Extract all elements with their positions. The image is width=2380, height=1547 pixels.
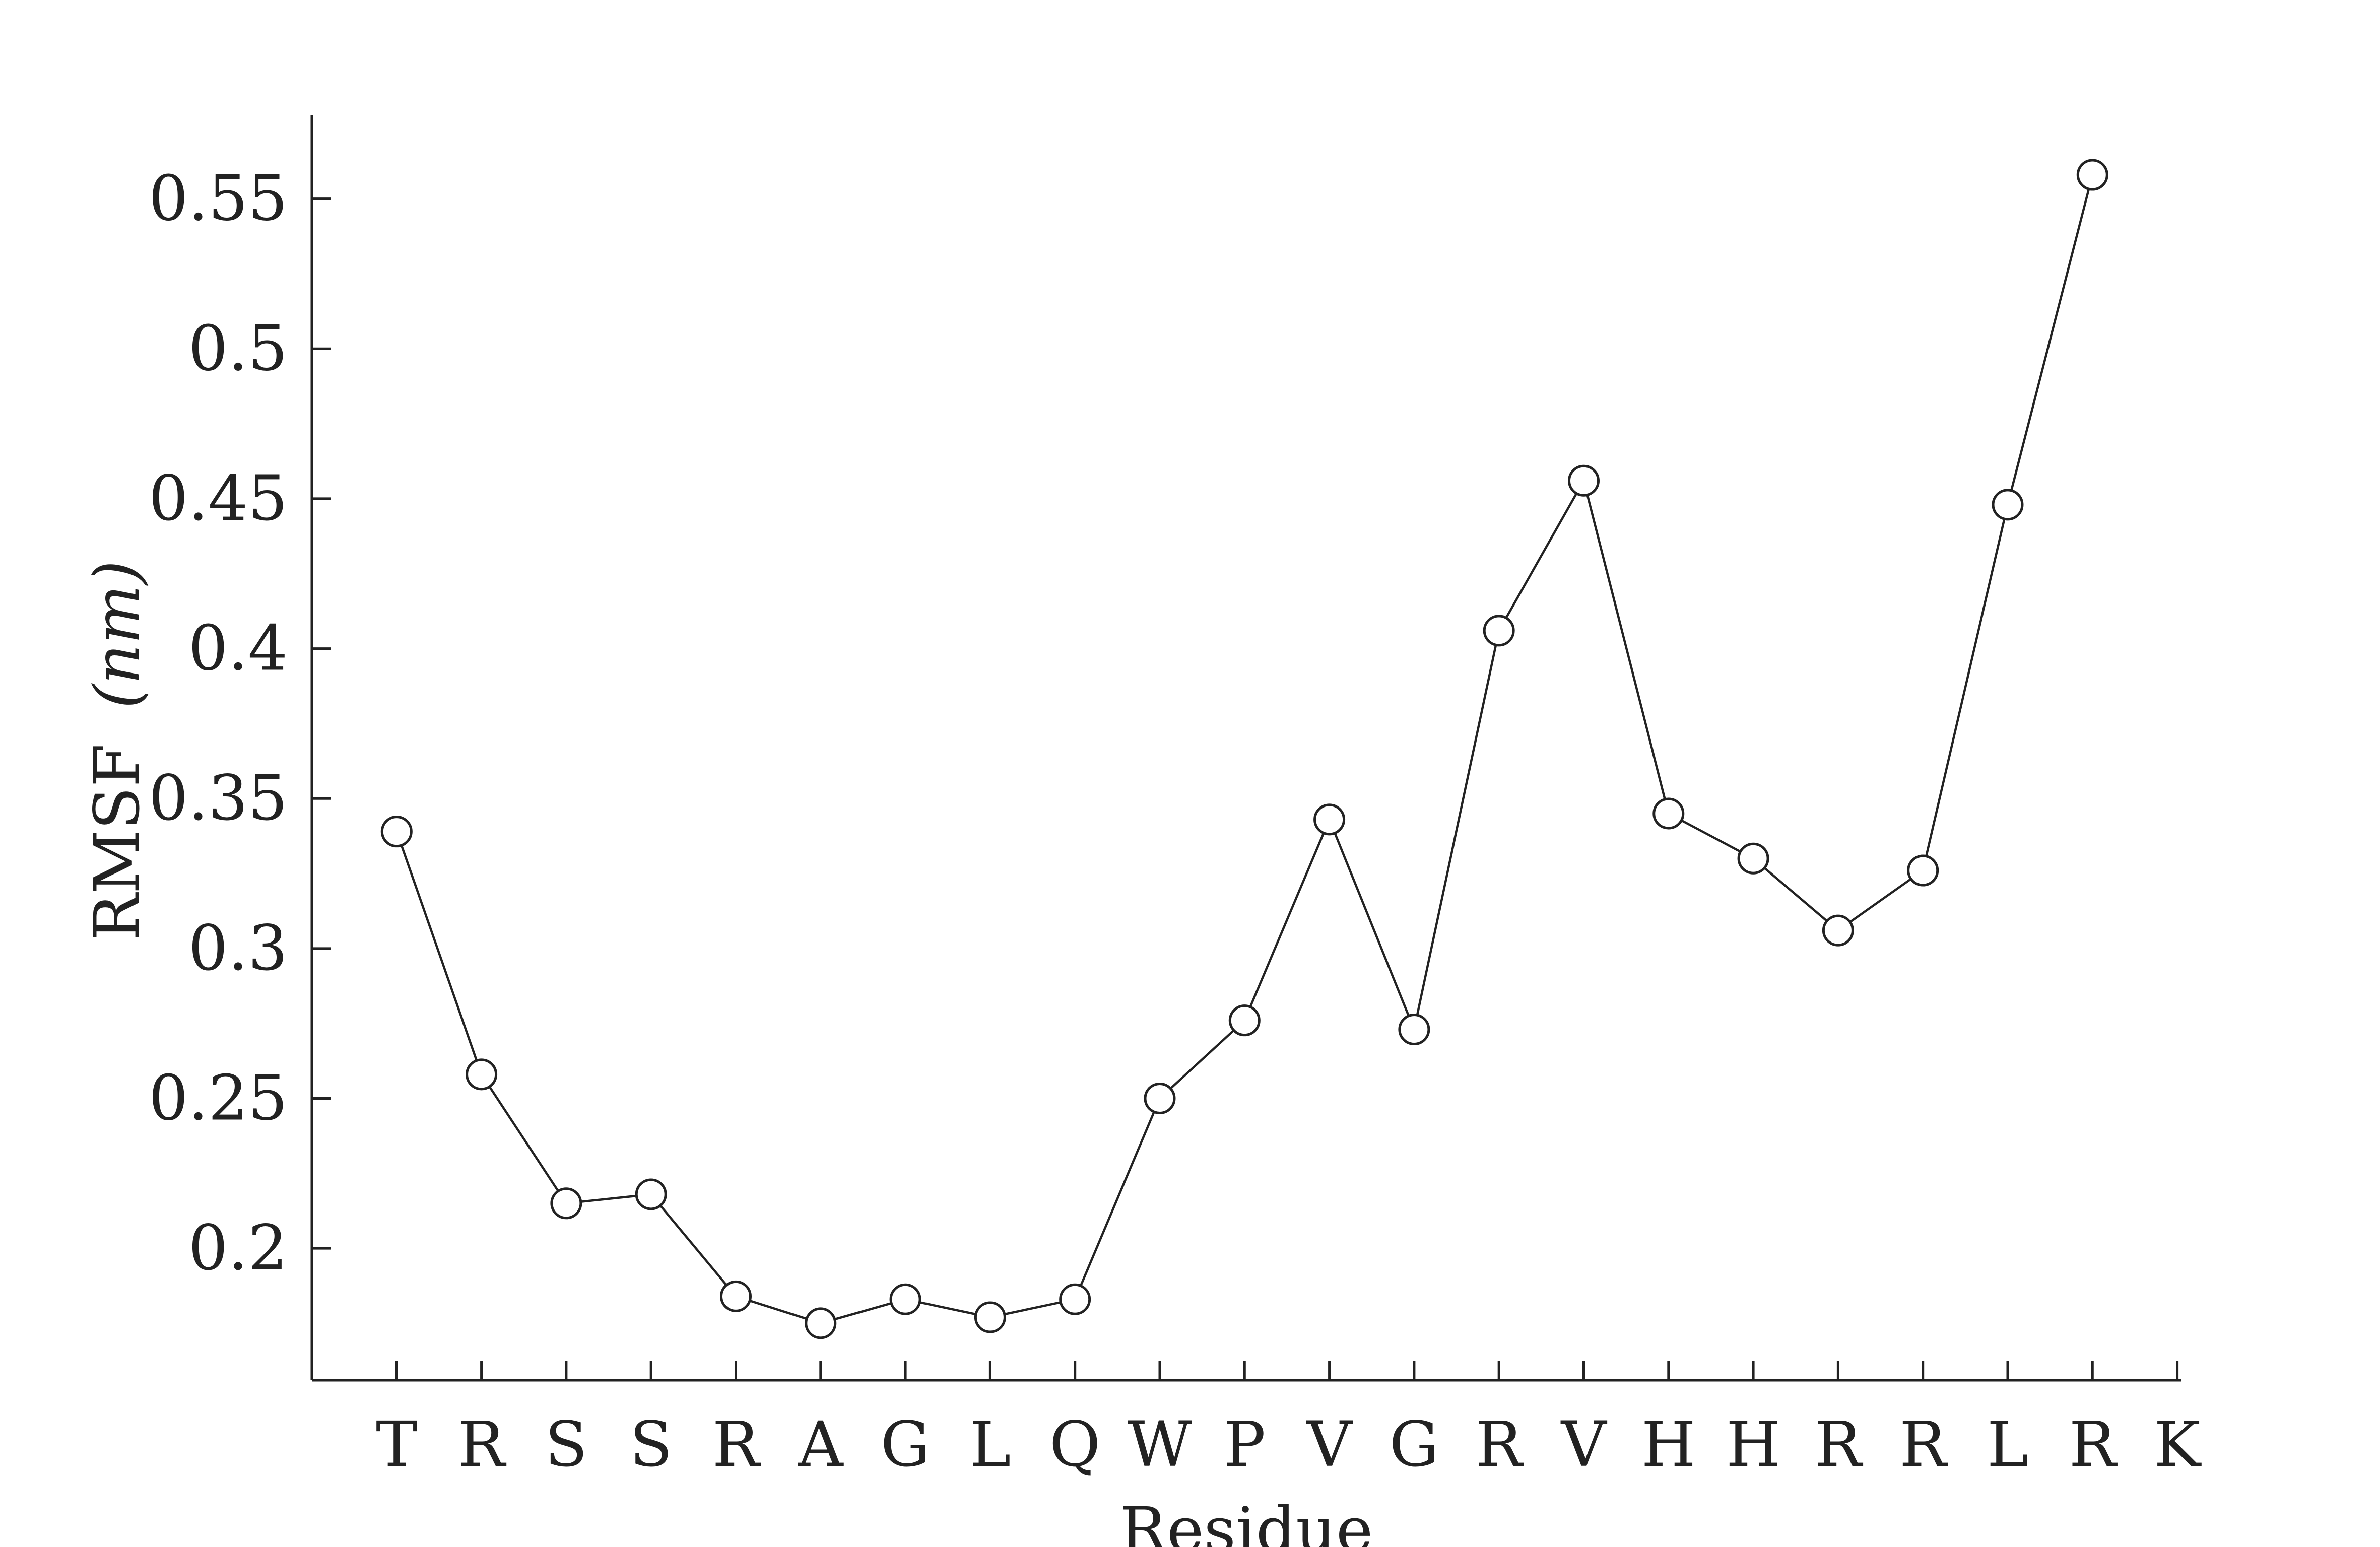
x-axis-title: Residue [1120,1494,1373,1547]
x-tick-label: W [1128,1408,1192,1481]
data-point [1652,797,1685,830]
data-point [635,1178,667,1210]
axes [310,115,2181,1382]
x-tick-label: R [1815,1408,1864,1481]
x-tick-label: L [1987,1408,2028,1481]
data-point [1567,464,1600,497]
data-point [1737,842,1769,875]
data-point [1313,803,1346,836]
data-point [1907,854,1939,887]
y-tick-label: 0.45 [149,462,288,535]
x-tick-label: S [630,1408,673,1481]
y-tick-label: 0.4 [188,613,288,685]
x-tick-label: H [1641,1408,1696,1481]
x-tick-label: R [2069,1408,2118,1481]
data-point [1822,914,1854,947]
x-tick-label: G [1389,1408,1439,1481]
y-tick-label: 0.2 [188,1212,288,1285]
data-point [466,1058,498,1091]
data-point [1483,615,1515,647]
x-tick-label: T [376,1408,418,1481]
data-point [380,816,413,848]
y-axis-title-text: RMSF [81,744,154,940]
data-point [1059,1283,1091,1315]
x-tick-label: L [969,1408,1011,1481]
x-tick-label: V [1306,1408,1353,1481]
data-point [550,1187,582,1220]
y-tick-label: 0.5 [188,312,288,385]
y-tick-label: 0.55 [149,163,288,235]
y-tick-label: 0.25 [149,1062,288,1134]
data-point [805,1307,837,1339]
y-axis-title-unit: (nm) [81,561,154,709]
series-layer [380,159,2108,1339]
data-point [2076,159,2108,191]
data-point [1398,1014,1430,1046]
y-axis-title: RMSF (nm) [81,561,154,941]
x-tick-label: R [458,1408,507,1481]
data-point [719,1280,752,1312]
x-tick-label: K [2154,1408,2202,1481]
data-point [889,1283,921,1315]
y-tick-label: 0.3 [188,912,288,985]
x-tick-label: A [798,1408,844,1481]
x-tick-label: R [1476,1408,1525,1481]
data-point [974,1301,1006,1333]
x-tick-label: S [545,1408,587,1481]
y-tick-label: 0.35 [149,762,288,835]
x-tick-label: Q [1049,1408,1101,1481]
x-tick-label: R [712,1408,761,1481]
series-line [395,174,2094,1325]
x-tick-label: H [1726,1408,1780,1481]
data-point [1144,1082,1176,1114]
data-point [1992,489,2024,521]
x-tick-label: P [1224,1408,1266,1481]
x-tick-label: R [1899,1408,1948,1481]
data-point [1228,1004,1261,1037]
y-ticks: 0.2 0.25 0.3 0.35 0.4 0.45 0.5 0.55 [149,163,331,1285]
x-tick-label: G [881,1408,931,1481]
x-tick-label: V [1560,1408,1608,1481]
